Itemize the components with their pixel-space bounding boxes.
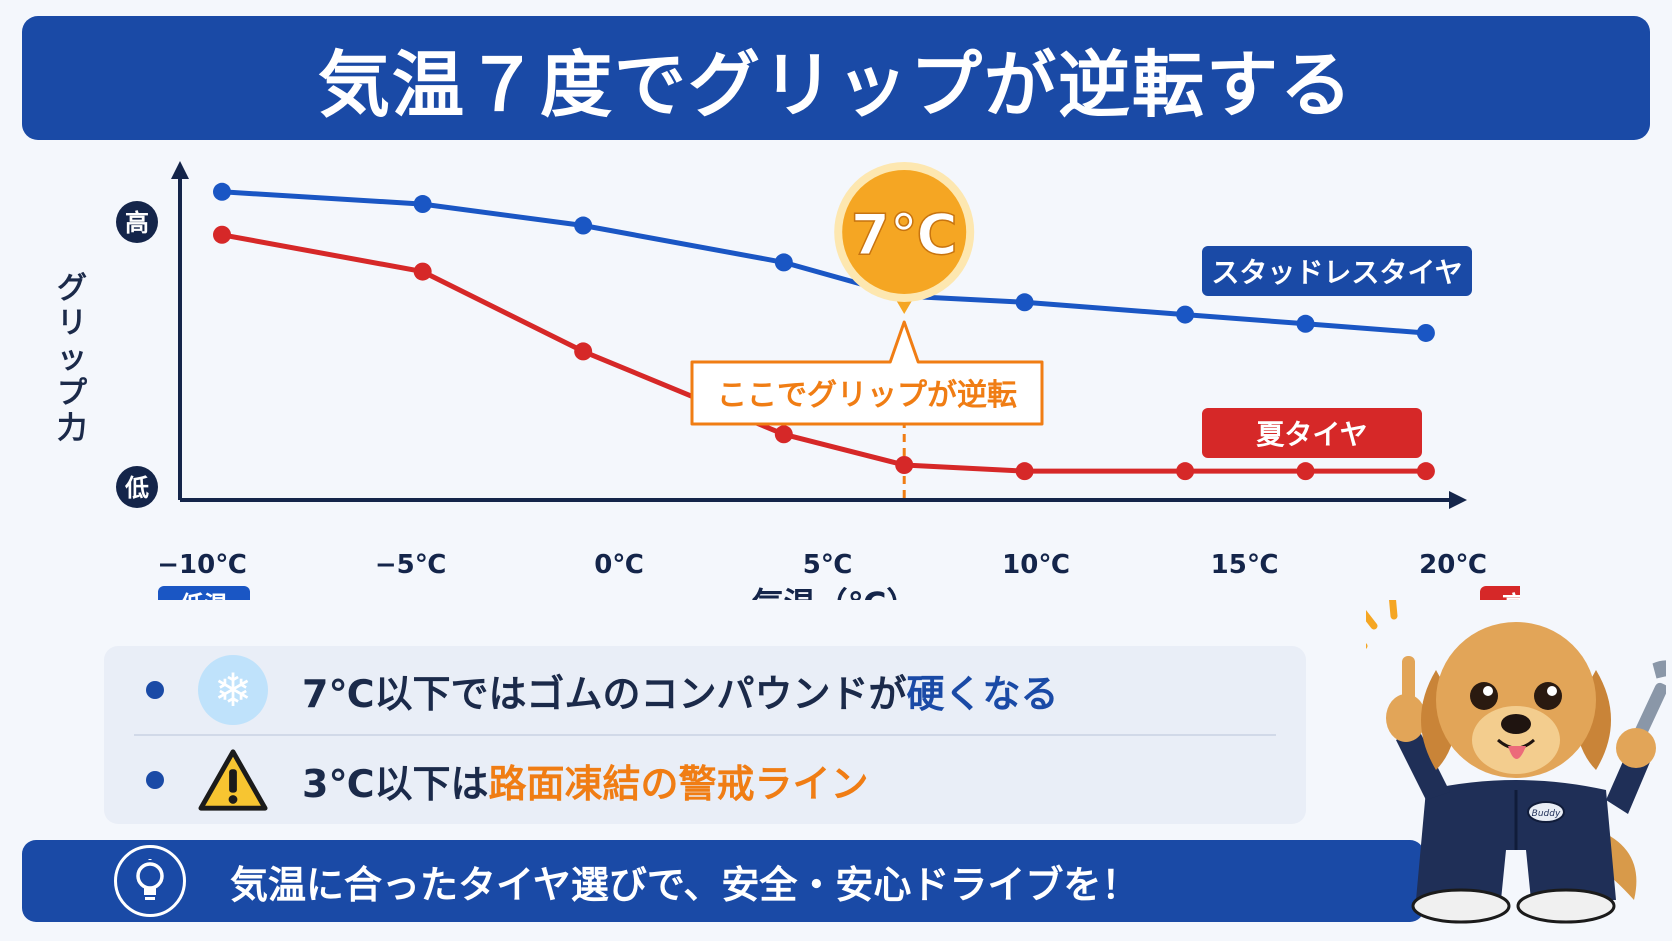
callout-box [690, 320, 1044, 426]
series-point [574, 216, 593, 235]
low-temp-tag [158, 586, 250, 600]
snowflake-icon: ❄ [198, 655, 268, 725]
series-point [895, 456, 914, 474]
x-tick-label: −10℃ [157, 550, 246, 580]
y-tick-badge [116, 466, 158, 508]
dog-mechanic-mascot: Buddy [1366, 600, 1666, 924]
y-axis-title-char: 力 [57, 411, 87, 446]
x-tick-label: 5℃ [803, 550, 853, 580]
high-temp-label: 高温 [1502, 591, 1520, 600]
x-tick-label: 15℃ [1211, 550, 1279, 580]
high-temp-tag [1480, 586, 1520, 600]
series-point [1296, 314, 1315, 333]
annotation-layer: 7℃ ここでグリップが逆転 [690, 162, 1044, 426]
series-point [413, 195, 432, 214]
series-point [574, 342, 593, 361]
x-axis-arrow-icon [1449, 491, 1467, 509]
y-tick-badge [116, 201, 158, 243]
y-axis-title-char: プ [57, 376, 88, 411]
x-tick-label: 0℃ [594, 550, 644, 580]
temperature-badge [842, 170, 967, 294]
series-label: 夏タイヤ [1256, 418, 1367, 451]
series-label-box [1202, 408, 1422, 458]
page-title: 気温７度でグリップが逆転する [317, 42, 1354, 127]
divider [134, 734, 1276, 736]
series-point [213, 182, 231, 201]
labels-layer: −10℃ −5℃ 0℃ 5℃ 10℃ 15℃ 20℃ 気温（℃） 低温 高温 スタッドレスタイヤ夏タ… [157, 246, 1520, 600]
x-tick-label: 10℃ [1002, 550, 1070, 580]
footer-banner: 気温に合ったタイヤ選びで、安全・安心ドライブを！ [22, 840, 1424, 922]
series-point [1015, 293, 1034, 312]
series-label: スタッドレスタイヤ [1211, 256, 1462, 289]
tip-text: 3℃以下は [302, 761, 489, 806]
bullet-icon [146, 681, 164, 699]
series-point [1176, 462, 1195, 481]
x-axis-title: 気温（℃） [752, 585, 919, 600]
y-axis-title-char: ッ [57, 341, 87, 376]
tip-row-cold: ❄ 7℃以下ではゴムのコンパウンドが硬くなる [104, 646, 1306, 734]
temperature-badge-text: 7℃ [851, 203, 958, 268]
footer-text: 気温に合ったタイヤ選びで、安全・安心ドライブを！ [230, 862, 1140, 907]
tip-row-ice: 3℃以下は路面凍結の警戒ライン [104, 736, 1306, 824]
emphasis-lines-icon [1366, 600, 1398, 649]
y-axis-title-char: グ [57, 271, 87, 306]
series-point [1176, 305, 1195, 324]
y-tick-label: 高 [125, 209, 149, 237]
tip-highlight: 硬くなる [906, 671, 1059, 716]
series-label-box [1202, 246, 1472, 296]
series-point [774, 425, 793, 444]
title-banner: 気温７度でグリップが逆転する [22, 16, 1650, 140]
low-temp-label: 低温 [179, 591, 228, 600]
series-point [1015, 462, 1034, 481]
tips-panel: ❄ 7℃以下ではゴムのコンパウンドが硬くなる 3℃以下は路面凍結の警戒ライン [104, 646, 1306, 824]
callout-text: ここでグリップが逆転 [717, 378, 1017, 413]
y-axis-title-char: リ [57, 306, 87, 341]
y-tick-label: 低 [124, 474, 149, 502]
tip-highlight: 路面凍結の警戒ライン [488, 761, 869, 806]
series-point [1416, 462, 1435, 481]
bullet-icon [146, 771, 164, 789]
warning-icon [198, 745, 268, 815]
lightbulb-icon [114, 845, 186, 917]
series-point [774, 253, 793, 272]
series-point [1296, 462, 1315, 481]
y-axis-arrow-icon [171, 161, 189, 179]
series-point [213, 225, 231, 244]
x-tick-label: −5℃ [375, 550, 446, 580]
mascot-badge: Buddy [1532, 809, 1561, 819]
x-tick-label: 20℃ [1419, 550, 1487, 580]
series-point [1416, 323, 1435, 342]
series-point [413, 262, 432, 281]
tip-text: 7℃以下ではゴムのコンパウンドが [302, 671, 907, 716]
